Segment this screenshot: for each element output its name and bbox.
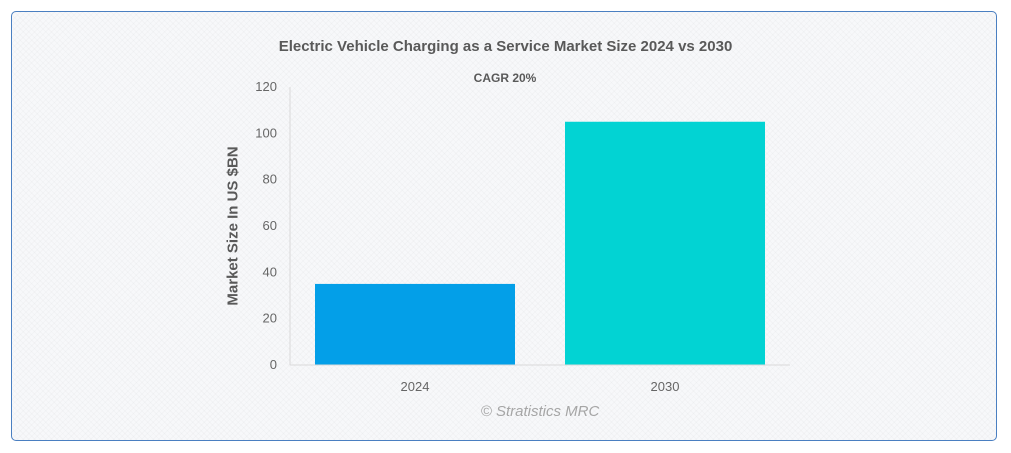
x-tick-label-2024: 2024 [401, 379, 430, 394]
x-axis: 2024 2030 [401, 379, 680, 394]
chart-card [11, 11, 997, 441]
x-tick-label-2030: 2030 [651, 379, 680, 394]
y-tick-label-0: 0 [270, 357, 277, 372]
y-axis: 0 20 40 60 80 100 120 [255, 79, 277, 372]
chart-subtitle: CAGR 20% [473, 71, 537, 85]
bars [315, 121, 765, 365]
watermark: © Stratistics MRC [480, 403, 600, 420]
y-tick-label-100: 100 [255, 125, 277, 140]
bar-2024[interactable] [315, 283, 515, 365]
chart-title: Electric Vehicle Charging as a Service M… [278, 38, 733, 55]
y-tick-label-80: 80 [263, 172, 277, 187]
bar-2030[interactable] [565, 121, 765, 365]
y-tick-label-120: 120 [255, 79, 277, 94]
y-tick-label-60: 60 [263, 218, 277, 233]
y-tick-label-20: 20 [263, 311, 277, 326]
y-tick-label-40: 40 [263, 264, 277, 279]
